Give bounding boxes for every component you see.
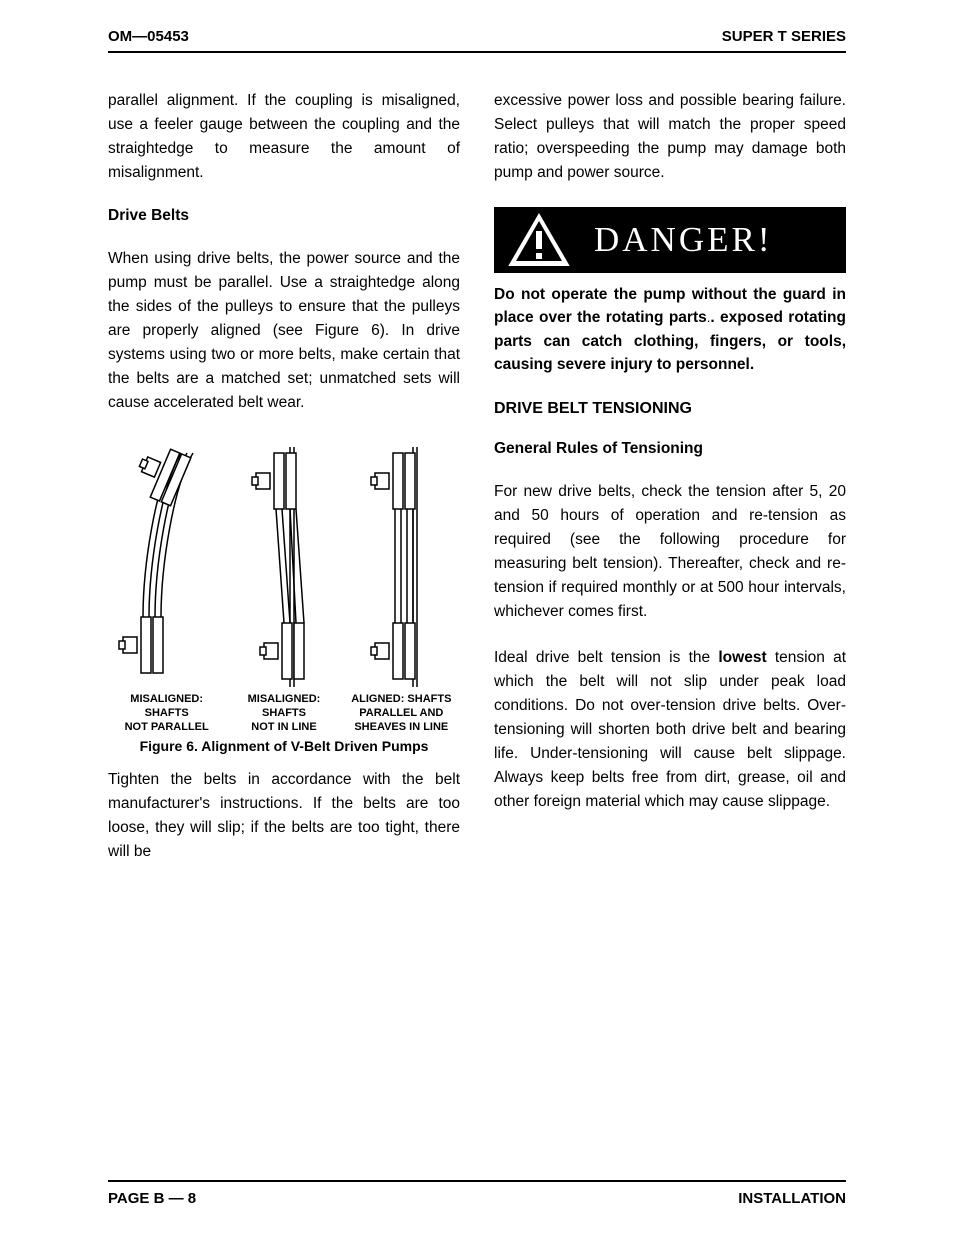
footer-left: PAGE B — 8: [108, 1190, 196, 1207]
danger-label: DANGER!: [594, 220, 772, 260]
content-columns: parallel alignment. If the coupling is m…: [108, 89, 846, 864]
p3-run-c: tension at which the belt will not slip …: [494, 649, 846, 810]
para-ideal-tension: Ideal drive belt tension is the lowest t…: [494, 646, 846, 814]
para-tighten-belts: Tighten the belts in accordance with the…: [108, 768, 460, 864]
warning-triangle-icon: [508, 213, 570, 267]
danger-paragraph: Do not operate the pump without the guar…: [494, 283, 846, 376]
para-alignment-cont: parallel alignment. If the coupling is m…: [108, 89, 460, 185]
figure-6-label-3: ALIGNED: SHAFTS PARALLEL AND SHEAVES IN …: [343, 693, 460, 734]
para-check-tension: For new drive belts, check the tension a…: [494, 480, 846, 624]
figure-6-diagram-2: [225, 447, 342, 687]
page-header: OM—05453 SUPER T SERIES: [108, 28, 846, 53]
figure-6-diagrams: [108, 437, 460, 687]
p3-run-b: lowest: [718, 649, 766, 666]
figure-6-diagram-3: [343, 447, 460, 687]
danger-callout: DANGER!: [494, 207, 846, 273]
diagram-misaligned-not-in-line-icon: [234, 447, 334, 687]
para-drive-belts: When using drive belts, the power source…: [108, 247, 460, 415]
figure-6-label-2: MISALIGNED: SHAFTS NOT IN LINE: [225, 693, 342, 734]
subhead-general-rules: General Rules of Tensioning: [494, 440, 846, 458]
figure-6-labels: MISALIGNED: SHAFTS NOT PARALLEL MISALIGN…: [108, 693, 460, 734]
section-head-tensioning: DRIVE BELT TENSIONING: [494, 400, 846, 418]
figure-6-caption: Figure 6. Alignment of V-Belt Driven Pum…: [108, 738, 460, 754]
right-column: excessive power loss and possible bearin…: [494, 89, 846, 864]
page-footer: PAGE B — 8 INSTALLATION: [108, 1180, 846, 1207]
figure-6-diagram-1: [108, 447, 225, 687]
p3-run-a: Ideal drive belt tension is the: [494, 649, 718, 666]
figure-6: MISALIGNED: SHAFTS NOT PARALLEL MISALIGN…: [108, 437, 460, 754]
diagram-aligned-icon: [351, 447, 451, 687]
para-power-loss: excessive power loss and possible bearin…: [494, 89, 846, 185]
header-left: OM—05453: [108, 28, 189, 45]
footer-right: INSTALLATION: [738, 1190, 846, 1207]
figure-6-label-1: MISALIGNED: SHAFTS NOT PARALLEL: [108, 693, 225, 734]
subhead-drive-belts: Drive Belts: [108, 207, 460, 225]
left-column: parallel alignment. If the coupling is m…: [108, 89, 460, 864]
diagram-misaligned-not-parallel-icon: [117, 447, 217, 687]
header-right: SUPER T SERIES: [722, 28, 846, 45]
